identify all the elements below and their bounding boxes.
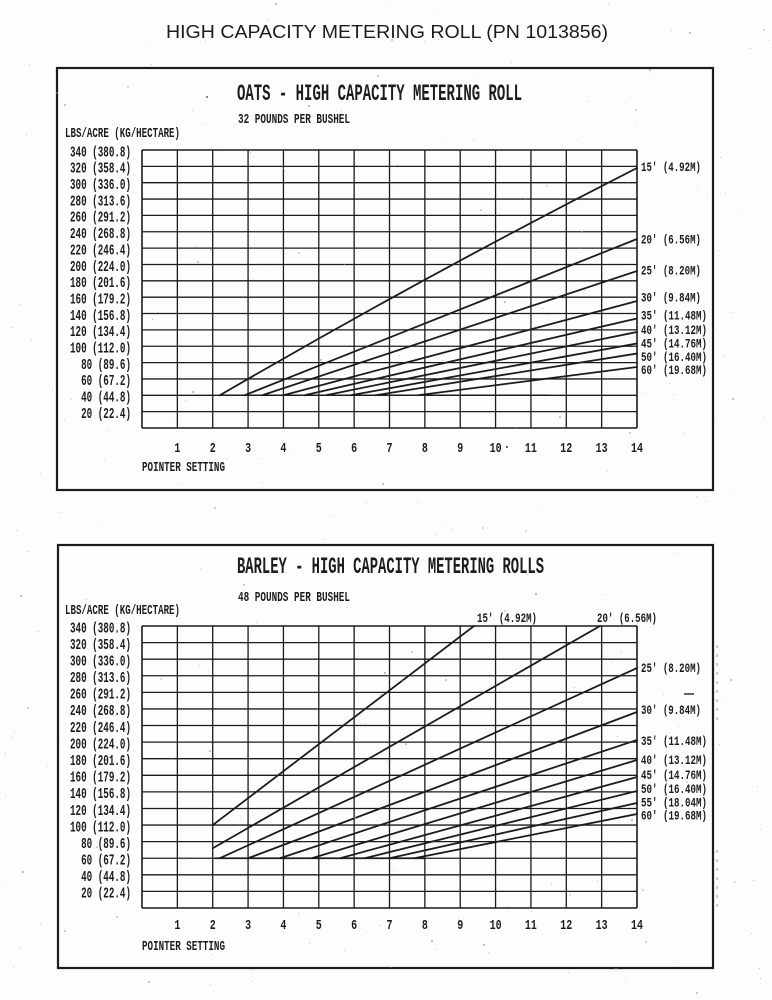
svg-text:14: 14 — [631, 918, 643, 934]
svg-text:5: 5 — [316, 441, 322, 457]
svg-text:160 (179.2): 160 (179.2) — [70, 771, 131, 787]
svg-text:80 (89.6): 80 (89.6) — [81, 358, 131, 374]
svg-text:5: 5 — [316, 918, 322, 934]
svg-text:40' (13.12M): 40' (13.12M) — [641, 324, 707, 338]
svg-text:260 (291.2): 260 (291.2) — [70, 211, 131, 227]
svg-text:300 (336.0): 300 (336.0) — [70, 178, 131, 194]
svg-text:140 (156.8): 140 (156.8) — [70, 309, 131, 325]
svg-text:25' (8.20M): 25' (8.20M) — [641, 265, 701, 279]
svg-text:11: 11 — [525, 441, 537, 457]
svg-text:15' (4.92M): 15' (4.92M) — [477, 612, 537, 626]
svg-text:320 (358.4): 320 (358.4) — [70, 162, 131, 178]
svg-text:POINTER SETTING: POINTER SETTING — [142, 460, 225, 476]
svg-text:100 (112.0): 100 (112.0) — [70, 820, 131, 836]
svg-text:180 (201.6): 180 (201.6) — [70, 754, 131, 770]
svg-text:40 (44.8): 40 (44.8) — [81, 870, 131, 886]
svg-text:45' (14.76M): 45' (14.76M) — [641, 338, 707, 352]
svg-text:280 (313.6): 280 (313.6) — [70, 671, 131, 687]
svg-text:4: 4 — [280, 918, 286, 934]
svg-text:BARLEY - HIGH CAPACITY METERIN: BARLEY - HIGH CAPACITY METERING ROLLS — [237, 554, 544, 580]
svg-text:13: 13 — [596, 441, 608, 457]
svg-text:100 (112.0): 100 (112.0) — [70, 342, 131, 358]
svg-text:32 POUNDS PER BUSHEL: 32 POUNDS PER BUSHEL — [238, 112, 350, 128]
svg-text:320 (358.4): 320 (358.4) — [70, 638, 131, 654]
svg-text:13: 13 — [596, 918, 608, 934]
svg-text:25' (8.20M): 25' (8.20M) — [641, 662, 701, 676]
svg-text:3: 3 — [245, 441, 251, 457]
svg-text:15' (4.92M): 15' (4.92M) — [641, 161, 701, 175]
svg-text:2: 2 — [210, 441, 216, 457]
svg-text:80 (89.6): 80 (89.6) — [81, 837, 131, 853]
svg-text:240 (268.8): 240 (268.8) — [70, 704, 131, 720]
svg-text:HIGH CAPACITY METERING ROLL (: HIGH CAPACITY METERING ROLL (PN 1013856) — [166, 22, 608, 42]
svg-text:48 POUNDS PER BUSHEL: 48 POUNDS PER BUSHEL — [238, 590, 350, 606]
svg-text:60' (19.68M): 60' (19.68M) — [641, 364, 707, 378]
svg-text:LBS/ACRE (KG/HECTARE): LBS/ACRE (KG/HECTARE) — [65, 126, 180, 142]
svg-text:12: 12 — [560, 441, 572, 457]
svg-text:9: 9 — [457, 441, 463, 457]
svg-text:240 (268.8): 240 (268.8) — [70, 227, 131, 243]
svg-text:6: 6 — [351, 918, 357, 934]
svg-text:20' (6.56M): 20' (6.56M) — [641, 234, 701, 248]
svg-text:9: 9 — [457, 918, 463, 934]
svg-text:45' (14.76M): 45' (14.76M) — [641, 769, 707, 783]
svg-text:300 (336.0): 300 (336.0) — [70, 655, 131, 671]
svg-text:50' (16.40M): 50' (16.40M) — [641, 783, 707, 797]
svg-text:14: 14 — [631, 441, 643, 457]
svg-text:220 (246.4): 220 (246.4) — [70, 721, 131, 737]
svg-text:50' (16.40M): 50' (16.40M) — [641, 351, 707, 365]
svg-text:12: 12 — [560, 918, 572, 934]
svg-text:4: 4 — [280, 441, 286, 457]
svg-text:40 (44.8): 40 (44.8) — [81, 391, 131, 407]
svg-text:11: 11 — [525, 918, 537, 934]
svg-text:8: 8 — [422, 918, 428, 934]
svg-text:6: 6 — [351, 441, 357, 457]
svg-text:20 (22.4): 20 (22.4) — [81, 407, 131, 423]
svg-text:8: 8 — [422, 441, 428, 457]
svg-text:280 (313.6): 280 (313.6) — [70, 194, 131, 210]
svg-text:120 (134.4): 120 (134.4) — [70, 804, 131, 820]
svg-text:60' (19.68M): 60' (19.68M) — [641, 810, 707, 824]
svg-text:340 (380.8): 340 (380.8) — [70, 145, 131, 161]
svg-text:30' (9.84M): 30' (9.84M) — [641, 704, 701, 718]
svg-text:10: 10 — [490, 918, 502, 934]
svg-text:POINTER SETTING: POINTER SETTING — [142, 939, 225, 955]
svg-text:LBS/ACRE (KG/HECTARE): LBS/ACRE (KG/HECTARE) — [65, 603, 180, 619]
svg-text:20 (22.4): 20 (22.4) — [81, 887, 131, 903]
svg-text:60 (67.2): 60 (67.2) — [81, 854, 131, 870]
svg-text:140 (156.8): 140 (156.8) — [70, 787, 131, 803]
svg-text:3: 3 — [245, 918, 251, 934]
svg-text:35' (11.48M): 35' (11.48M) — [641, 735, 707, 749]
svg-text:OATS - HIGH CAPACITY METERING: OATS - HIGH CAPACITY METERING ROLL — [237, 81, 522, 107]
svg-text:180 (201.6): 180 (201.6) — [70, 276, 131, 292]
svg-text:260 (291.2): 260 (291.2) — [70, 688, 131, 704]
svg-text:160 (179.2): 160 (179.2) — [70, 293, 131, 309]
svg-text:200 (224.0): 200 (224.0) — [70, 260, 131, 276]
svg-text:2: 2 — [210, 918, 216, 934]
svg-text:10: 10 — [490, 441, 502, 457]
svg-text:55' (18.04M): 55' (18.04M) — [641, 797, 707, 811]
svg-text:340 (380.8): 340 (380.8) — [70, 621, 131, 637]
svg-text:7: 7 — [387, 441, 393, 457]
svg-text:20' (6.56M): 20' (6.56M) — [597, 612, 657, 626]
svg-text:40' (13.12M): 40' (13.12M) — [641, 754, 707, 768]
svg-text:120 (134.4): 120 (134.4) — [70, 325, 131, 341]
svg-text:30' (9.84M): 30' (9.84M) — [641, 292, 701, 306]
svg-text:35' (11.48M): 35' (11.48M) — [641, 310, 707, 324]
svg-text:1: 1 — [174, 441, 180, 457]
svg-text:200 (224.0): 200 (224.0) — [70, 737, 131, 753]
svg-text:7: 7 — [387, 918, 393, 934]
svg-text:1: 1 — [174, 918, 180, 934]
svg-text:220 (246.4): 220 (246.4) — [70, 243, 131, 259]
svg-text:60 (67.2): 60 (67.2) — [81, 374, 131, 390]
